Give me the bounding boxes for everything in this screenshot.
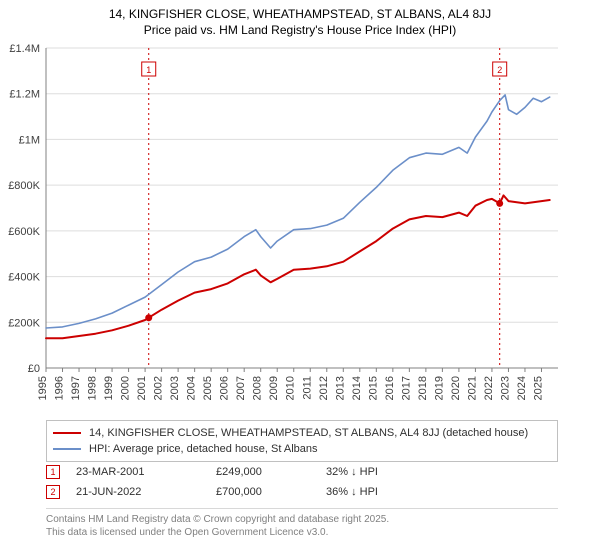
svg-text:2: 2 <box>497 65 502 75</box>
sale-delta: 36% ↓ HPI <box>326 486 558 498</box>
svg-text:1999: 1999 <box>103 376 115 400</box>
sale-date: 21-JUN-2022 <box>76 486 216 498</box>
svg-text:2006: 2006 <box>219 376 231 400</box>
svg-text:1995: 1995 <box>37 376 49 400</box>
svg-text:£1.4M: £1.4M <box>9 43 40 55</box>
chart-svg: £0 £200K £400K £600K £800K £1M £1.2M £1.4M 1995 1… <box>0 40 600 410</box>
svg-text:2016: 2016 <box>384 376 396 400</box>
svg-text:2000: 2000 <box>120 376 132 400</box>
svg-text:2023: 2023 <box>499 376 511 400</box>
sale-row: 1 23-MAR-2001 £249,000 32% ↓ HPI <box>46 462 558 482</box>
sale-date: 23-MAR-2001 <box>76 466 216 478</box>
svg-text:2005: 2005 <box>202 376 214 400</box>
legend-label: HPI: Average price, detached house, St A… <box>89 443 318 455</box>
sale-marker-icon: 1 <box>46 465 60 479</box>
footer-line: This data is licensed under the Open Gov… <box>46 526 558 539</box>
sale-price: £700,000 <box>216 486 326 498</box>
svg-text:£600K: £600K <box>8 226 40 238</box>
svg-text:2022: 2022 <box>483 376 495 400</box>
svg-text:2002: 2002 <box>153 376 165 400</box>
sale-price: £249,000 <box>216 466 326 478</box>
svg-text:2009: 2009 <box>268 376 280 400</box>
svg-text:£1.2M: £1.2M <box>9 89 40 101</box>
title-subtitle: Price paid vs. HM Land Registry's House … <box>0 22 600 38</box>
svg-text:£400K: £400K <box>8 272 40 284</box>
svg-text:1998: 1998 <box>87 376 99 400</box>
footer: Contains HM Land Registry data © Crown c… <box>46 508 558 539</box>
legend-item: 14, KINGFISHER CLOSE, WHEATHAMPSTEAD, ST… <box>53 425 551 441</box>
svg-text:£1M: £1M <box>19 134 40 146</box>
sale-marker-icon: 2 <box>46 485 60 499</box>
legend: 14, KINGFISHER CLOSE, WHEATHAMPSTEAD, ST… <box>46 420 558 462</box>
svg-text:2013: 2013 <box>334 376 346 400</box>
svg-text:2003: 2003 <box>169 376 181 400</box>
svg-text:2025: 2025 <box>532 376 544 400</box>
sale-row: 2 21-JUN-2022 £700,000 36% ↓ HPI <box>46 482 558 502</box>
svg-text:2007: 2007 <box>235 376 247 400</box>
svg-text:2024: 2024 <box>516 376 528 400</box>
svg-text:£0: £0 <box>28 363 40 375</box>
svg-text:2001: 2001 <box>136 376 148 400</box>
svg-text:1996: 1996 <box>54 376 66 400</box>
footer-line: Contains HM Land Registry data © Crown c… <box>46 513 558 526</box>
legend-swatch <box>53 448 81 450</box>
legend-label: 14, KINGFISHER CLOSE, WHEATHAMPSTEAD, ST… <box>89 427 528 439</box>
svg-text:2015: 2015 <box>367 376 379 400</box>
svg-text:2021: 2021 <box>466 376 478 400</box>
legend-item: HPI: Average price, detached house, St A… <box>53 441 551 457</box>
title-address: 14, KINGFISHER CLOSE, WHEATHAMPSTEAD, ST… <box>0 6 600 22</box>
svg-text:£200K: £200K <box>8 317 40 329</box>
svg-text:2012: 2012 <box>318 376 330 400</box>
svg-text:1997: 1997 <box>70 376 82 400</box>
svg-text:2017: 2017 <box>400 376 412 400</box>
svg-text:2019: 2019 <box>433 376 445 400</box>
svg-text:2011: 2011 <box>301 376 313 400</box>
svg-text:2010: 2010 <box>285 376 297 400</box>
svg-text:2018: 2018 <box>417 376 429 400</box>
svg-text:2008: 2008 <box>252 376 264 400</box>
svg-text:1: 1 <box>146 65 151 75</box>
svg-text:2014: 2014 <box>351 376 363 400</box>
svg-text:£800K: £800K <box>8 180 40 192</box>
svg-text:2004: 2004 <box>186 376 198 400</box>
svg-text:2020: 2020 <box>450 376 462 400</box>
sales-list: 1 23-MAR-2001 £249,000 32% ↓ HPI 2 21-JU… <box>46 462 558 502</box>
chart-titles: 14, KINGFISHER CLOSE, WHEATHAMPSTEAD, ST… <box>0 0 600 38</box>
sale-delta: 32% ↓ HPI <box>326 466 558 478</box>
legend-swatch <box>53 432 81 434</box>
chart-area: £0 £200K £400K £600K £800K £1M £1.2M £1.4M 1995 1… <box>0 40 600 410</box>
